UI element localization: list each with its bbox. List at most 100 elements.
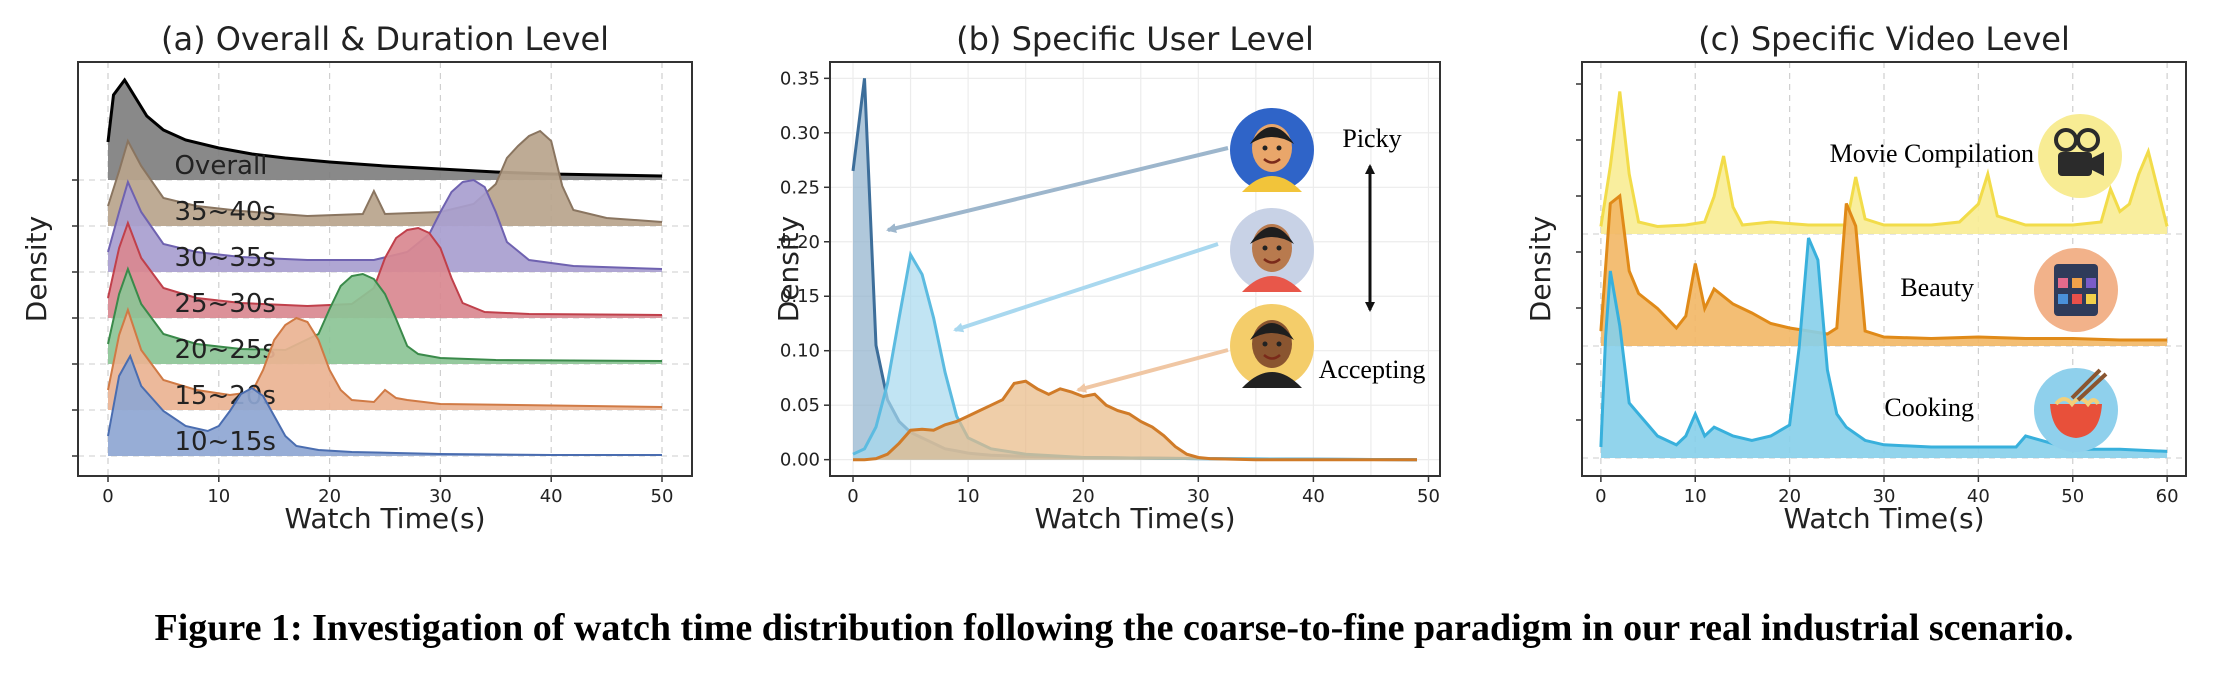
camera-body [2058,152,2092,176]
avatar-mouth [1263,354,1281,360]
avatar-eye [1262,341,1268,347]
ridge-line-25-30s [107,220,663,316]
x-tick-label: 40 [1967,486,1990,507]
palette-swatch [2086,278,2096,288]
chopstick [2070,368,2102,400]
panel-a-xlabel: Watch Time(s) [284,502,485,535]
avatar-eye [1276,245,1282,251]
panel-b-xlabel: Watch Time(s) [1034,502,1235,535]
avatar-mouth [1263,258,1281,264]
avatar-eye [1276,145,1282,151]
avatar-mouth [1263,158,1281,164]
x-tick-label: 40 [1302,486,1325,507]
avatar-hair [1250,323,1294,340]
panel-a-chart: Overall35~40s30~35s25~30s20~25s15~20s10~… [20,20,693,535]
panel-a-ylabel: Density [20,216,53,322]
ridge-area-movie-compilation [1600,91,2168,234]
ridge-area-10-15s [108,356,662,456]
ridge-label-10-15s: 10~15s [174,427,275,457]
ridge-area-beauty [1600,196,2168,346]
palette-swatch [2058,278,2068,288]
ridge-label-30-35s: 30~35s [174,243,275,273]
panel-c-ylabel: Density [1524,216,1557,322]
density-area-accepting [853,381,1417,460]
x-tick-label: 30 [429,486,452,507]
x-tick-label: 60 [2156,486,2179,507]
ridge-line-15-20s [107,306,663,408]
x-tick-label: 20 [318,486,341,507]
ridge-label-35-40s: 35~40s [174,197,275,227]
panel-c-xlabel: Watch Time(s) [1783,502,1984,535]
x-tick-label: 50 [1417,486,1440,507]
ridge-label-movie-compilation: Movie Compilation [1830,139,2034,168]
ridge-line-beauty [1599,193,2168,342]
x-tick-label: 50 [651,486,674,507]
avatar-eye [1276,341,1282,347]
camera-lens [2092,152,2104,176]
x-tick-label: 50 [2061,486,2084,507]
x-tick-label: 0 [847,486,858,507]
makeup-palette-icon [2034,248,2118,332]
avatar-hair [1250,127,1294,144]
y-tick-label: 0.30 [780,123,820,144]
avatar-shirt [1242,276,1302,292]
annotation-picky: Picky [1342,124,1401,153]
panel-c-title: (c) Specific Video Level [1698,20,2070,58]
ridge-label-overall: Overall [174,151,267,181]
ridge-line-10-15s [107,353,662,456]
ridge-label-cooking: Cooking [1884,393,1974,422]
ridge-label-25-30s: 25~30s [174,289,275,319]
avatar-accepting-user [1230,304,1314,388]
avatar-hair [1250,227,1294,244]
chopstick [2076,372,2108,402]
x-tick-label: 0 [102,486,113,507]
x-tick-label: 10 [957,486,980,507]
avatar-shirt [1242,176,1302,192]
density-line-accepting [853,379,1417,462]
arrow-normal [953,242,1219,333]
panel-b-chart: (b) Specific User Level Watch Time(s) De… [772,20,1441,535]
ridge-area-25-30s [108,223,662,318]
noodle-bowl-icon [2034,368,2118,452]
avatar-normal-user [1230,208,1314,292]
ridge-line-movie-compilation [1599,91,2169,229]
palette-swatch [2072,278,2082,288]
panel-a-title: (a) Overall & Duration Level [161,20,609,58]
y-tick-label: 0.15 [780,286,820,307]
palette-swatch [2058,294,2068,304]
figure-caption: Figure 1: Investigation of watch time di… [154,607,2074,649]
ridge-line-cooking [1599,237,2168,453]
camera-reel [2076,128,2100,152]
y-tick-label: 0.10 [780,341,820,362]
palette-swatch [2072,294,2082,304]
ridge-area-overall [108,80,662,180]
x-tick-label: 30 [1187,486,1210,507]
y-tick-label: 0.25 [780,177,820,198]
avatar-picky-user [1230,108,1314,192]
palette-swatch [2086,294,2096,304]
panel-c-chart: Movie Compilation Beauty Cooking (c) Speci… [1524,20,2187,535]
panel-b-ylabel: Density [772,216,805,322]
y-tick-label: 0.20 [780,232,820,253]
x-tick-label: 10 [207,486,230,507]
ridge-area-35-40s [108,131,662,226]
avatar-eye [1262,245,1268,251]
ridge-line-20-25s [107,266,663,362]
avatar-eye [1262,145,1268,151]
avatar-shirt [1242,372,1302,388]
x-tick-label: 20 [1072,486,1095,507]
y-tick-label: 0.35 [780,68,820,89]
arrow-accepting [1076,348,1229,393]
x-tick-label: 10 [1684,486,1707,507]
movie-camera-icon [2038,114,2122,198]
ridge-label-20-25s: 20~25s [174,335,275,365]
x-tick-label: 20 [1778,486,1801,507]
panel-b-title: (b) Specific User Level [956,20,1314,58]
arrow-picky [886,146,1229,233]
ridge-area-20-25s [108,269,662,364]
x-tick-label: 40 [540,486,563,507]
y-tick-label: 0.05 [780,395,820,416]
bowl [2050,404,2102,438]
palette-case [2054,264,2098,316]
